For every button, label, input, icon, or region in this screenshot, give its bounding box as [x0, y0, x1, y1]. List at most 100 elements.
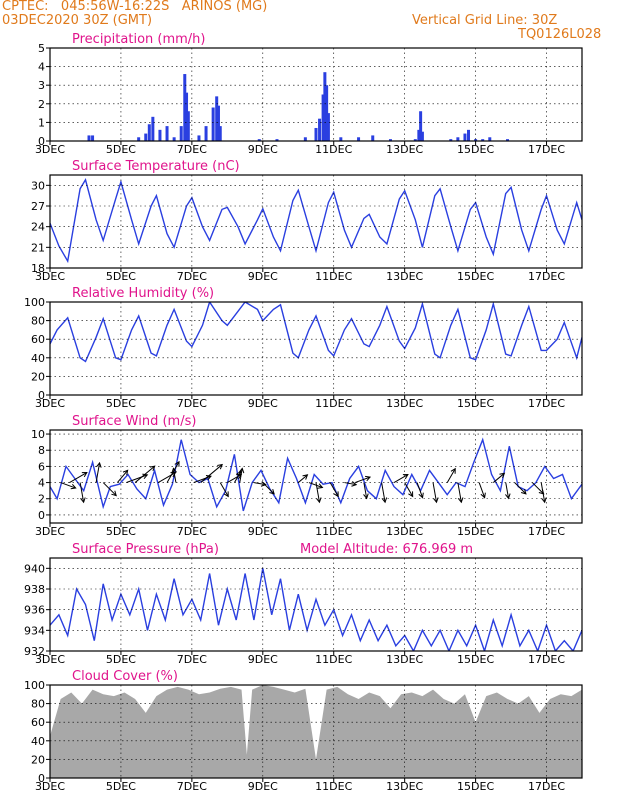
plot-frame [49, 174, 583, 269]
x-tick-label: 5DEC [106, 397, 136, 410]
wind-vector [540, 482, 546, 503]
y-tick-label: 40 [31, 735, 45, 748]
wind-vector-head [80, 497, 86, 504]
wind-vector [505, 482, 510, 499]
wind-vector [381, 482, 386, 503]
x-tick-label: 13DEC [386, 143, 423, 156]
x-tick-label: 7DEC [177, 525, 207, 538]
wind-vector-head [217, 463, 223, 470]
chart-rh: Relative Humidity (%) 0 20 40 60 80 100 3DEC 5DE… [24, 286, 583, 410]
wind-vector [79, 482, 85, 503]
wind-vector-head [418, 492, 424, 499]
wind-vector-head [205, 475, 212, 481]
precip-bar [179, 126, 183, 141]
precip-bar [218, 126, 222, 141]
x-tick-label: 15DEC [457, 143, 494, 156]
precip-bar [172, 137, 176, 141]
wind-vector [344, 482, 357, 486]
plot-area [50, 437, 582, 512]
wind-vector-head [363, 493, 369, 500]
precip-bar [318, 118, 322, 141]
x-tick-label: 9DEC [248, 270, 278, 283]
wind-vector [157, 472, 176, 483]
x-tick-label: 13DEC [386, 653, 423, 666]
x-tick-label: 11DEC [315, 270, 352, 283]
chart-title: Precipitation (mm/h) [72, 32, 205, 47]
wind-vector [69, 472, 88, 483]
y-tick-label: 2 [38, 98, 45, 111]
precip-bar [144, 133, 148, 141]
wind-vector [126, 474, 148, 484]
precip-bar [463, 133, 467, 141]
wind-vector [172, 468, 177, 483]
wind-vector [134, 465, 156, 483]
precip-bar [211, 107, 215, 141]
wind-vector [233, 471, 242, 483]
x-tick-label: 3DEC [35, 397, 65, 410]
y-tick-label: 30 [31, 179, 45, 192]
wind-vector-head [142, 473, 149, 479]
wind-vector-head [223, 491, 229, 498]
y-tick-label: 80 [31, 698, 45, 711]
grid-line-note: Vertical Grid Line: 30Z [412, 13, 558, 28]
precip-bar [371, 135, 375, 141]
wind-vector-head [171, 467, 177, 474]
precip-bar [467, 129, 471, 141]
x-tick-label: 3DEC [35, 143, 65, 156]
plot-frame [49, 557, 583, 652]
precip-bar [325, 85, 329, 141]
wind-vector [432, 482, 438, 503]
wind-vector [117, 469, 129, 483]
temp-line [50, 178, 582, 264]
wind-vector-head [520, 488, 527, 495]
y-tick-label: 60 [31, 333, 45, 346]
plot-area [50, 178, 582, 264]
chart-wind: Surface Wind (m/s) 0 2 4 6 8 10 3DEC 5DEC 7DEC 9DE… [31, 414, 583, 538]
precip-bar [91, 135, 95, 141]
x-tick-label: 5DEC [106, 653, 136, 666]
y-tick-label: 0 [38, 772, 45, 785]
wind-vector [60, 482, 76, 489]
wind-vector [514, 482, 527, 495]
chart-cloud: Cloud Cover (%) 0 20 40 60 80 100 3DEC 5DEC 7DEC 9… [24, 669, 583, 793]
y-tick-label: 4 [38, 61, 45, 74]
wind-vector-head [315, 497, 322, 504]
precip-bar [151, 116, 155, 141]
chart-precip: Precipitation (mm/h) 0 1 2 3 4 5 3DEC 5DEC 7DEC 9D… [35, 32, 583, 156]
chart-annotation: Model Altitude: 676.969 m [300, 542, 473, 557]
precip-bar [87, 135, 91, 141]
y-tick-label: 0 [38, 135, 45, 148]
precip-bar [165, 126, 169, 141]
wind-vector [446, 468, 456, 483]
x-tick-label: 15DEC [457, 780, 494, 793]
wind-vector-head [450, 467, 456, 474]
x-tick-label: 9DEC [248, 525, 278, 538]
y-tick-label: 3 [38, 79, 45, 92]
x-tick-label: 5DEC [106, 780, 136, 793]
wind-vector-head [541, 497, 547, 504]
x-tick-label: 5DEC [106, 525, 136, 538]
wind-vector [262, 482, 275, 495]
plot-area [87, 72, 510, 141]
x-tick-label: 9DEC [248, 143, 278, 156]
x-tick-label: 9DEC [248, 653, 278, 666]
x-tick-label: 15DEC [457, 653, 494, 666]
x-tick-label: 3DEC [35, 270, 65, 283]
chart-press: Surface Pressure (hPa) Model Altitude: 67… [24, 542, 583, 666]
precip-bar [216, 105, 220, 141]
wind-vector [95, 462, 101, 483]
y-tick-label: 100 [24, 679, 45, 692]
precip-bar [339, 137, 343, 141]
wind-vector-head [302, 474, 309, 480]
wind-vector [393, 474, 409, 483]
y-tick-label: 10 [31, 428, 45, 441]
x-tick-label: 13DEC [386, 780, 423, 793]
wind-vector-head [81, 472, 88, 478]
wind-vector [363, 482, 368, 499]
x-tick-label: 15DEC [457, 397, 494, 410]
y-tick-label: 21 [31, 241, 45, 254]
wind-vector-head [238, 467, 245, 474]
x-tick-label: 11DEC [315, 653, 352, 666]
precip-bar [158, 129, 162, 141]
